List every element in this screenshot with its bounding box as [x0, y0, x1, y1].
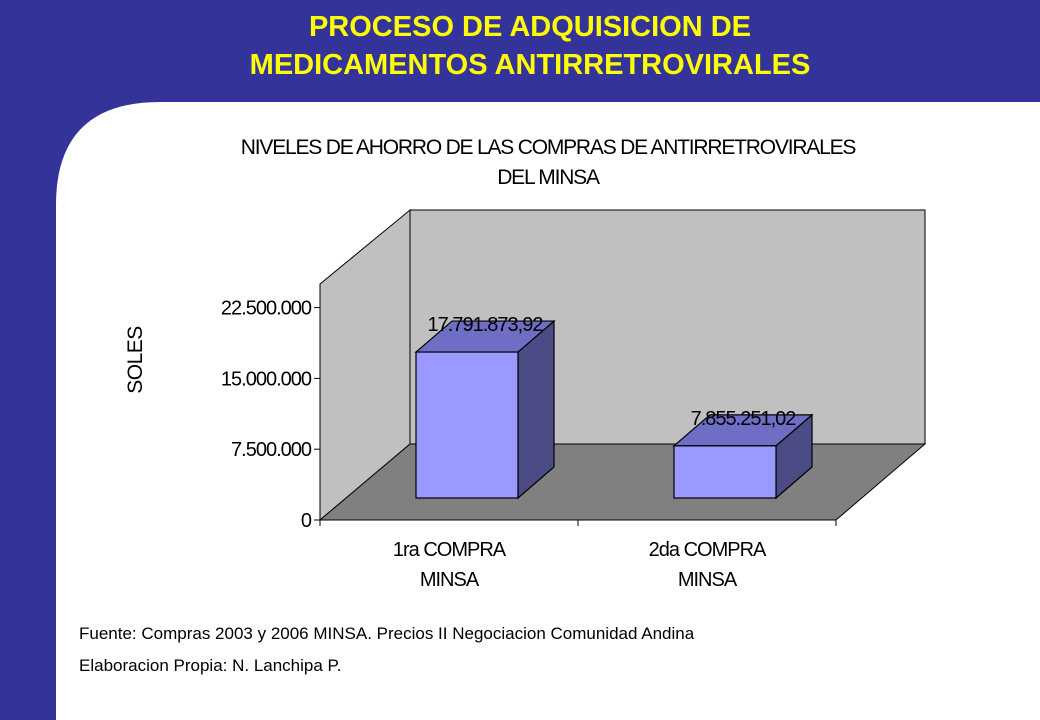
- y-axis-label: SOLES: [124, 326, 147, 394]
- x-tick-label: 2da COMPRA: [649, 539, 767, 561]
- chart-title-line1: NIVELES DE AHORRO DE LAS COMPRAS DE ANTI…: [241, 136, 857, 159]
- chart-floor: [318, 443, 927, 521]
- slide-title-line2: MEDICAMENTOS ANTIRRETROVIRALES: [249, 49, 811, 81]
- x-tick-label: 1ra COMPRA: [393, 539, 507, 561]
- source-note: Fuente: Compras 2003 y 2006 MINSA. Preci…: [79, 624, 695, 643]
- x-tick-label: MINSA: [420, 569, 480, 591]
- slide-title: PROCESO DE ADQUISICION DE MEDICAMENTOS A…: [0, 8, 1040, 84]
- y-tick-label: 22.500.000: [221, 298, 312, 320]
- bar-value-label: 7.855.251,02: [691, 408, 797, 430]
- y-axis-ticks: 0 7.500.000 15.000.000 22.500.000: [221, 298, 320, 532]
- y-tick-label: 15.000.000: [221, 368, 312, 390]
- slide-title-line1: PROCESO DE ADQUISICION DE: [308, 11, 752, 43]
- y-tick-label: 7.500.000: [231, 439, 312, 461]
- author-note: Elaboracion Propia: N. Lanchipa P.: [79, 656, 342, 675]
- chart-title-line2: DEL MINSA: [497, 166, 600, 189]
- bars-group: 17.791.873,92 7.855.251,02: [414, 314, 814, 500]
- bar-value-label: 17.791.873,92: [428, 314, 544, 336]
- x-tick-label: MINSA: [678, 569, 738, 591]
- bar: [673, 445, 777, 499]
- x-axis-labels: 1ra COMPRA MINSA 2da COMPRA MINSA: [319, 520, 837, 591]
- y-tick-label: 0: [301, 510, 312, 532]
- bar: [415, 351, 519, 499]
